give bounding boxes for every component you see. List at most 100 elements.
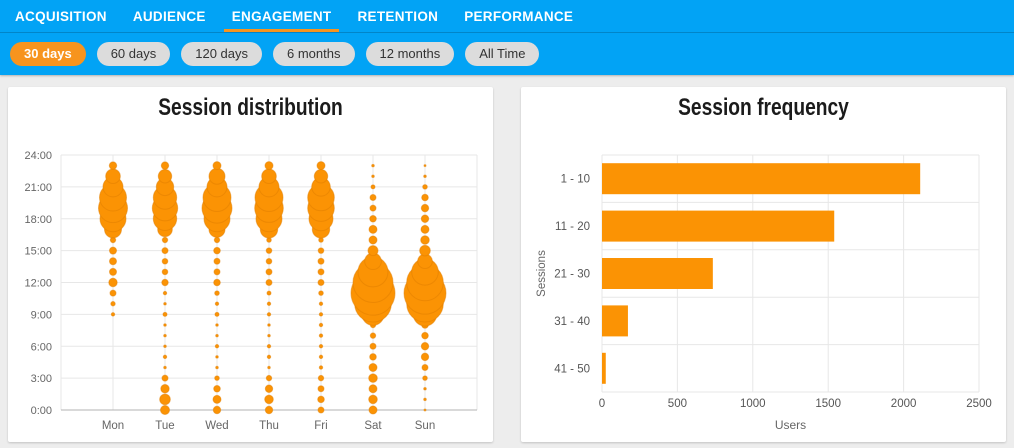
tab-retention[interactable]: RETENTION (357, 8, 439, 24)
bubble (214, 375, 220, 381)
main-nav: ACQUISITION AUDIENCE ENGAGEMENT RETENTIO… (0, 0, 1014, 33)
y-tick-label: 15:00 (24, 246, 52, 258)
bubble (109, 289, 117, 297)
bubble (163, 365, 167, 370)
bubble (313, 169, 329, 184)
bubble (421, 193, 429, 202)
bubble (265, 247, 273, 254)
y-category-label: 1 - 10 (561, 174, 590, 186)
bubble (163, 323, 167, 327)
bubble (163, 301, 167, 306)
bubble (420, 352, 430, 362)
bubble (264, 405, 274, 415)
bubble (370, 184, 376, 190)
session-frequency-chart: 0 500 1000 1500 2000 2500 1 - 10 11 - 20 21 - 30… (536, 154, 992, 432)
time-range-filter-bar: 30 days 60 days 120 days 6 months 12 mon… (0, 33, 1014, 75)
filter-6-months[interactable]: 6 months (273, 42, 355, 66)
bubble (423, 174, 427, 179)
bubble (213, 268, 221, 276)
tab-audience[interactable]: AUDIENCE (132, 8, 206, 24)
bubble (214, 344, 220, 349)
bubble (162, 354, 168, 360)
bubble (318, 365, 324, 370)
tab-acquisition[interactable]: ACQUISITION (15, 8, 107, 24)
y-category-label: 31 - 40 (554, 316, 590, 328)
bubble (267, 365, 271, 370)
bubble (368, 373, 378, 383)
bubble (109, 267, 117, 276)
session-distribution-card: Session distribution 24:00 21:00 18:00 15:0… (8, 87, 493, 442)
y-tick-label: 12:00 (24, 278, 52, 290)
x-axis-label: Users (775, 418, 806, 432)
bubble (266, 344, 272, 349)
y-axis-label: Sessions (536, 250, 548, 297)
filter-60-days[interactable]: 60 days (96, 42, 171, 66)
session-distribution-chart: 24:00 21:00 18:00 15:00 12:00 9:00 6:00 3:00 0:0… (24, 150, 478, 432)
session-frequency-card: Session frequency 0 500 1000 1500 2000 2500 1 … (521, 87, 1006, 442)
bubble (266, 301, 272, 306)
bubble (160, 161, 170, 170)
bubble (215, 333, 219, 338)
bubble (318, 322, 324, 328)
bubble (371, 174, 375, 179)
dashboard-content: Session distribution 24:00 21:00 18:00 15:0… (0, 75, 1014, 448)
tab-performance[interactable]: PERFORMANCE (464, 8, 574, 24)
filter-12-months[interactable]: 12 months (365, 42, 455, 66)
bubble (261, 168, 277, 185)
y-tick-label: 6:00 (31, 341, 52, 353)
filter-all-time[interactable]: All Time (465, 42, 540, 66)
bubble (105, 168, 121, 185)
x-tick-label: 2000 (891, 398, 917, 410)
y-tick-label: 3:00 (31, 373, 52, 385)
bubble (213, 384, 221, 393)
bubble (421, 331, 429, 340)
bubble (208, 167, 226, 185)
bubble (317, 395, 325, 404)
bubble (423, 386, 427, 391)
bubble (265, 257, 273, 265)
x-tick-label: Mon (102, 420, 124, 432)
bubble (160, 384, 170, 394)
bubble (215, 355, 219, 359)
x-tick-label: 2500 (966, 398, 992, 410)
x-tick-label: 500 (668, 398, 687, 410)
bubble (420, 224, 430, 234)
y-tick-label: 21:00 (24, 182, 52, 194)
x-tick-label: Sat (364, 420, 382, 432)
bubble (369, 194, 377, 201)
x-tick-label: 0 (599, 398, 605, 410)
x-tick-label: Thu (259, 420, 279, 432)
bubble (161, 247, 169, 255)
tab-engagement[interactable]: ENGAGEMENT (219, 0, 345, 32)
bubble (423, 408, 427, 412)
bubble (163, 333, 167, 338)
bubble (419, 244, 431, 257)
filter-30-days[interactable]: 30 days (10, 42, 86, 66)
bubble (369, 342, 377, 350)
bubble (215, 323, 219, 327)
bubble (214, 311, 220, 317)
bubble (266, 290, 272, 296)
bubble (213, 236, 221, 244)
filter-120-days[interactable]: 120 days (181, 42, 263, 66)
bubble (162, 311, 168, 317)
y-category-label: 11 - 20 (555, 221, 590, 233)
bubble (317, 374, 325, 382)
bubble (212, 394, 222, 404)
bubble (422, 375, 428, 381)
bubble (371, 163, 375, 168)
bubble (265, 268, 273, 276)
bubble (420, 235, 430, 245)
bubble (316, 161, 326, 171)
bubble (109, 246, 117, 255)
x-tick-label: 1000 (740, 398, 766, 410)
bubble (267, 323, 271, 327)
bubble (265, 279, 273, 286)
bubble (367, 245, 379, 257)
bubble (159, 393, 171, 406)
bubble (160, 405, 170, 415)
bubble (317, 385, 325, 393)
bubble (214, 290, 220, 296)
bubble (108, 277, 118, 288)
bubble (369, 204, 377, 212)
